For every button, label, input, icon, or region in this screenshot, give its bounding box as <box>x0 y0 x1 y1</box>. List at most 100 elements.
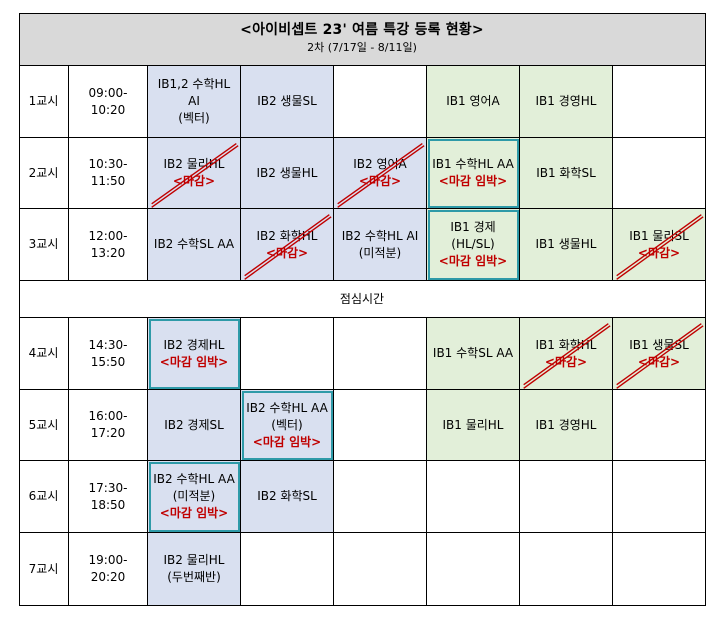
class-name: IB1 물리HL <box>442 417 504 432</box>
class-cell: IB1 생물HL <box>520 209 613 281</box>
period-label: 4교시 <box>19 318 69 390</box>
period-label: 6교시 <box>19 461 69 533</box>
class-name: IB2 수학HL AI <box>341 228 419 243</box>
class-name: IB1 생물HL <box>535 237 597 251</box>
period-time: 10:30- 11:50 <box>69 138 148 209</box>
class-cell <box>427 461 520 533</box>
period-label-text: 3교시 <box>28 237 59 251</box>
closed-label: <마감> <box>637 245 681 260</box>
class-cell: IB2 경제HL <마감 임박> <box>148 318 241 390</box>
class-name: IB1 물리SL <box>629 228 689 243</box>
class-cell: IB2 생물HL <box>241 138 334 209</box>
period-label: 7교시 <box>19 533 69 606</box>
class-cell: IB2 화학SL <box>241 461 334 533</box>
class-name: (HL/SL) <box>451 237 495 251</box>
closing-soon-label: <마감 임박> <box>438 254 508 268</box>
period-time: 19:00- 20:20 <box>69 533 148 606</box>
class-cell: IB1 경영HL <box>520 66 613 138</box>
period-time-text: 15:50 <box>90 354 126 369</box>
class-cell: IB2 영어A <마감> <box>334 138 427 209</box>
period-label-text: 5교시 <box>28 417 59 432</box>
period-time-text: 12:00- <box>88 228 128 243</box>
class-name: IB1 경제 <box>450 220 496 234</box>
class-cell: IB1 화학HL <마감> <box>520 318 613 390</box>
schedule-table: <아이비셉트 23' 여름 특강 등록 현황> 2차 (7/17일 - 8/11… <box>19 13 706 606</box>
class-name: AI <box>188 94 200 108</box>
period-time: 14:30- 15:50 <box>69 318 148 390</box>
period-time-text: 11:50 <box>90 174 126 188</box>
class-cell <box>334 533 427 606</box>
period-time-text: 17:20 <box>90 426 126 440</box>
period-time-text: 18:50 <box>90 497 126 512</box>
class-name: IB2 수학SL AA <box>153 237 235 251</box>
class-name: IB2 영어A <box>353 157 407 171</box>
class-cell: IB1 수학HL AA <마감 임박> <box>427 138 520 209</box>
class-cell: IB1 경제 (HL/SL) <마감 임박> <box>427 209 520 281</box>
class-cell <box>520 533 613 606</box>
page-title: <아이비셉트 23' 여름 특강 등록 현황> <box>240 22 484 38</box>
class-name: IB1 생물SL <box>629 337 689 352</box>
class-name: IB2 화학HL <box>256 228 318 243</box>
class-name: IB1 화학SL <box>536 165 596 180</box>
period-label-text: 1교시 <box>28 94 59 108</box>
class-name: IB2 수학HL AA <box>246 400 328 415</box>
class-name: IB1 경영HL <box>535 417 597 432</box>
class-name: IB2 생물SL <box>257 94 317 108</box>
class-name: (벡터) <box>271 417 303 432</box>
closing-soon-label: <마감 임박> <box>252 434 322 449</box>
class-name: IB2 수학HL AA <box>153 472 235 486</box>
period-time-text: 10:30- <box>88 157 128 171</box>
period-time: 16:00- 17:20 <box>69 390 148 461</box>
class-name: IB1,2 수학HL <box>157 77 231 91</box>
period-label-text: 4교시 <box>28 346 59 360</box>
class-name: IB2 경제HL <box>163 337 225 352</box>
class-cell: IB2 수학HL AA (벡터) <마감 임박> <box>241 390 334 461</box>
class-cell: IB1 수학SL AA <box>427 318 520 390</box>
period-label-text: 2교시 <box>28 165 59 180</box>
lunch-label: 점심시간 <box>339 291 385 306</box>
class-name: IB1 수학HL AA <box>432 157 514 171</box>
class-cell: IB2 경제SL <box>148 390 241 461</box>
class-cell: IB2 생물SL <box>241 66 334 138</box>
class-cell <box>241 533 334 606</box>
class-cell: IB1 화학SL <box>520 138 613 209</box>
class-name: IB2 물리HL <box>163 553 225 567</box>
period-label: 2교시 <box>19 138 69 209</box>
period-time: 17:30- 18:50 <box>69 461 148 533</box>
class-cell <box>613 138 706 209</box>
class-name: (미적분) <box>358 245 402 260</box>
class-cell <box>613 390 706 461</box>
class-name: IB1 경영HL <box>535 94 597 108</box>
class-cell: IB1 영어A <box>427 66 520 138</box>
period-time-text: 16:00- <box>88 409 128 423</box>
class-name: IB2 생물HL <box>256 165 318 180</box>
class-name: IB1 영어A <box>446 94 500 108</box>
class-cell: IB2 물리HL (두번째반) <box>148 533 241 606</box>
period-time-text: 10:20 <box>90 102 126 117</box>
class-cell: IB1,2 수학HL AI (벡터) <box>148 66 241 138</box>
closed-label: <마감> <box>544 354 588 369</box>
closing-soon-label: <마감 임박> <box>159 354 229 369</box>
closing-soon-label: <마감 임박> <box>438 174 508 188</box>
table-header: <아이비셉트 23' 여름 특강 등록 현황> 2차 (7/17일 - 8/11… <box>19 13 706 66</box>
class-cell: IB2 화학HL <마감> <box>241 209 334 281</box>
closed-label: <마감> <box>358 174 402 188</box>
class-name: IB2 화학SL <box>257 489 317 503</box>
class-name: IB1 수학SL AA <box>432 346 514 360</box>
closed-label: <마감> <box>637 354 681 369</box>
period-label: 1교시 <box>19 66 69 138</box>
class-name: (미적분) <box>172 489 216 503</box>
closed-label: <마감> <box>265 245 309 260</box>
class-name: IB1 화학HL <box>535 337 597 352</box>
period-label: 5교시 <box>19 390 69 461</box>
class-cell: IB2 수학SL AA <box>148 209 241 281</box>
class-cell: IB1 생물SL <마감> <box>613 318 706 390</box>
class-cell <box>241 318 334 390</box>
class-name: IB2 물리HL <box>163 157 225 171</box>
class-name: (두번째반) <box>167 570 221 584</box>
period-label-text: 6교시 <box>28 489 59 503</box>
class-cell <box>613 461 706 533</box>
class-cell: IB2 수학HL AI (미적분) <box>334 209 427 281</box>
class-cell: IB1 경영HL <box>520 390 613 461</box>
class-cell: IB1 물리HL <box>427 390 520 461</box>
